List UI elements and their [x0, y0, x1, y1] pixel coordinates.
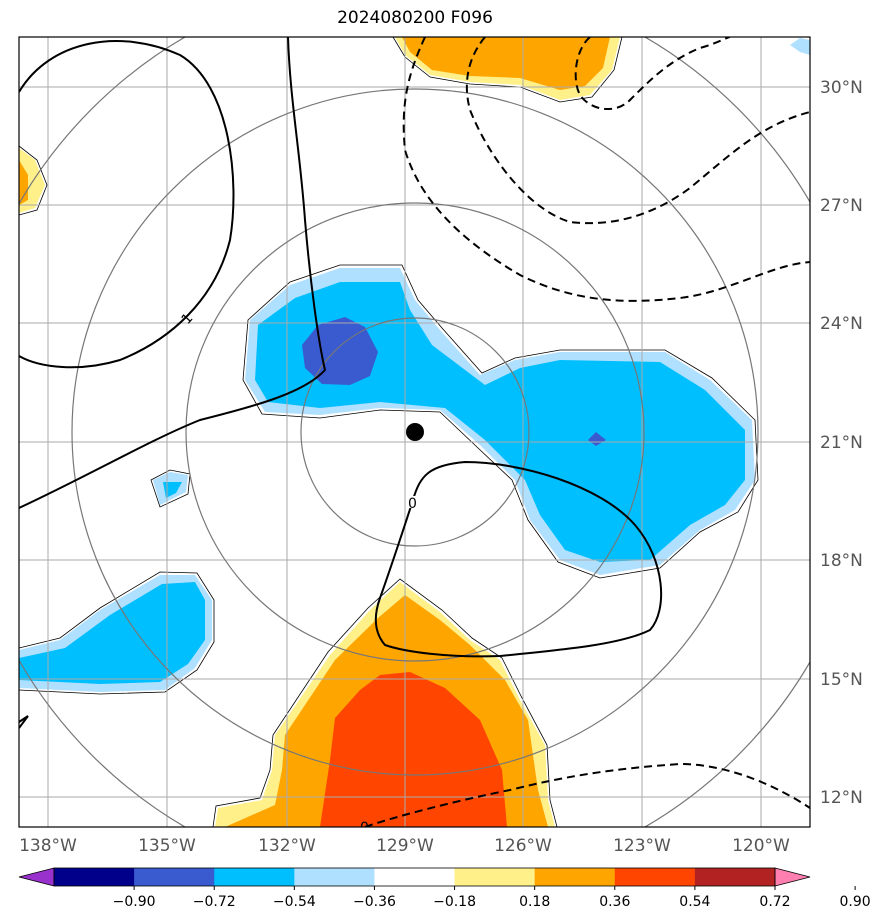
colorbar-label: 0.54 — [679, 894, 710, 910]
lat-tick: 18°N — [820, 551, 863, 571]
shaded-field — [19, 37, 810, 827]
contour-label: 0 — [408, 496, 417, 512]
colorbar: −0.90 −0.72 −0.54 −0.36 −0.18 0.18 0.36 0.54 0.7… — [18, 867, 871, 910]
colorbar-frame — [53, 867, 776, 887]
colorbar-extend-max — [774, 867, 811, 887]
lon-ticks: 138°W 135°W 132°W 129°W 126°W 123°W 120°… — [19, 836, 790, 856]
colorbar-segment — [534, 868, 616, 886]
lat-ticks: 30°N 27°N 24°N 21°N 18°N 15°N 12°N — [820, 78, 863, 808]
lon-tick: 129°W — [376, 836, 434, 856]
lon-tick: 123°W — [613, 836, 671, 856]
lat-tick: 15°N — [820, 670, 863, 690]
colorbar-label: 0.90 — [840, 894, 871, 910]
range-rings — [19, 37, 810, 827]
lat-tick: 21°N — [820, 433, 863, 453]
lat-tick: 30°N — [820, 78, 863, 98]
colorbar-segment — [374, 868, 456, 886]
lon-tick: 138°W — [19, 836, 77, 856]
colorbar-segment — [54, 868, 135, 886]
graticule — [19, 37, 810, 827]
colorbar-label: 0.72 — [759, 894, 790, 910]
colorbar-segment — [614, 868, 696, 886]
colorbar-segment — [694, 868, 776, 886]
lat-tick: 12°N — [820, 788, 863, 808]
lon-tick: 126°W — [494, 836, 552, 856]
colorbar-label: −0.36 — [353, 894, 396, 910]
colorbar-label: −0.54 — [273, 894, 316, 910]
lon-tick: 132°W — [258, 836, 316, 856]
map-area: 1 0 0 — [19, 37, 810, 836]
colorbar-extend-min — [18, 867, 55, 887]
colorbar-label: −0.90 — [113, 894, 156, 910]
colorbar-label: −0.72 — [193, 894, 236, 910]
storm-center-marker — [406, 423, 424, 441]
contour-label: 0 — [360, 820, 369, 836]
lat-tick: 24°N — [820, 314, 863, 334]
colorbar-label: 0.36 — [599, 894, 630, 910]
colorbar-segment — [214, 868, 295, 886]
map-title: 2024080200 F096 — [337, 8, 493, 28]
solid-contours — [19, 37, 663, 729]
lat-tick: 27°N — [820, 196, 863, 216]
colorbar-label: −0.18 — [433, 894, 476, 910]
lon-tick: 135°W — [138, 836, 196, 856]
map-frame — [18, 36, 811, 828]
colorbar-segment — [294, 868, 375, 886]
dashed-contours — [364, 37, 810, 827]
colorbar-segment — [454, 868, 536, 886]
colorbar-label: 0.18 — [519, 894, 550, 910]
colorbar-segment — [134, 868, 215, 886]
lon-tick: 120°W — [732, 836, 790, 856]
